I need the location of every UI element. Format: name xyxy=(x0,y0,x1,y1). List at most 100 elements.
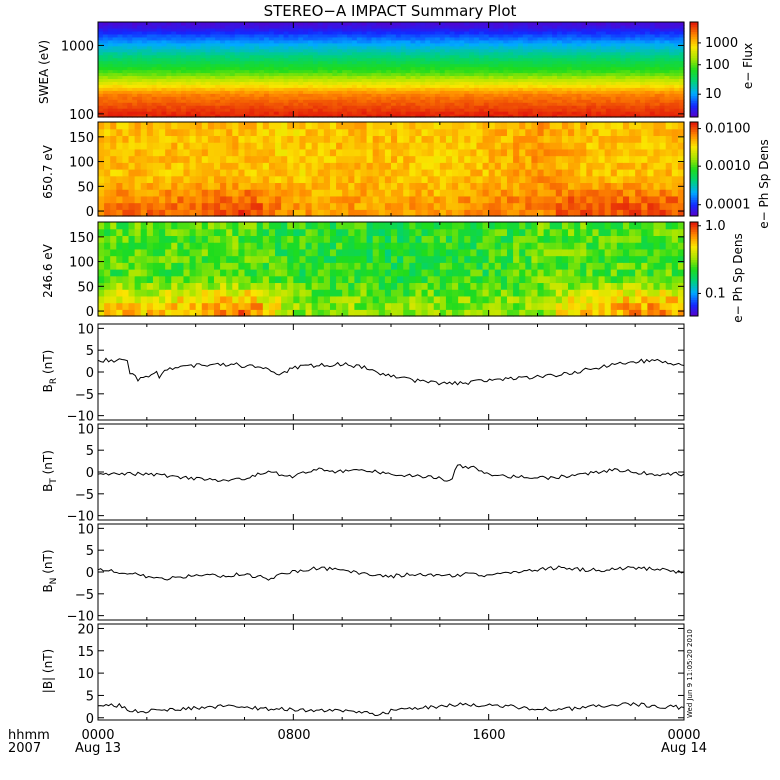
swea-cell xyxy=(386,60,392,65)
swea-cell xyxy=(132,75,138,80)
pad-cell xyxy=(336,202,343,210)
swea-cell xyxy=(635,72,641,77)
pad-cell xyxy=(580,142,587,150)
swea-cell xyxy=(478,90,485,94)
swea-cell xyxy=(620,66,626,71)
swea-cell xyxy=(141,69,148,74)
pad-cell xyxy=(98,209,105,217)
swea-cell xyxy=(273,99,280,103)
swea-cell xyxy=(381,54,387,59)
swea-cell xyxy=(552,81,558,85)
pad-cell xyxy=(561,175,569,184)
swea-cell xyxy=(224,84,231,88)
swea-cell xyxy=(332,84,338,88)
swea-cell xyxy=(557,42,563,47)
swea-cell xyxy=(571,72,578,77)
pad-cell xyxy=(323,155,331,163)
swea-cell xyxy=(430,81,436,85)
swea-cell xyxy=(127,27,133,32)
swea-cell xyxy=(322,87,329,91)
swea-cell xyxy=(205,45,211,50)
swea-cell xyxy=(669,63,675,68)
swea-cell xyxy=(517,72,524,77)
pad-cell xyxy=(159,135,166,143)
pad-cell xyxy=(317,162,325,170)
swea-cell xyxy=(259,66,265,71)
swea-cell xyxy=(615,105,622,109)
swea-cell xyxy=(190,42,197,47)
swea-cell xyxy=(224,27,231,32)
swea-cell xyxy=(137,66,143,71)
swea-cell xyxy=(415,102,421,106)
pad-cell xyxy=(568,175,575,184)
swea-cell xyxy=(137,108,143,112)
swea-cell xyxy=(498,108,504,112)
pad-cell xyxy=(598,169,606,177)
swea-cell xyxy=(600,27,607,32)
swea-cell xyxy=(600,81,607,85)
swea-cell xyxy=(361,90,368,94)
swea-cell xyxy=(649,81,656,85)
swea-cell xyxy=(112,69,119,74)
swea-cell xyxy=(591,93,597,97)
swea-cell xyxy=(244,42,250,47)
swea-cell xyxy=(210,75,216,80)
swea-cell xyxy=(307,51,314,56)
pad-cell xyxy=(165,169,172,177)
swea-cell xyxy=(600,108,607,112)
swea-cell xyxy=(459,102,465,106)
pad-cell xyxy=(305,142,313,150)
pad-cell xyxy=(128,162,136,170)
swea-cell xyxy=(371,84,377,88)
swea-cell xyxy=(102,111,109,115)
swea-cell xyxy=(679,87,685,91)
swea-cell xyxy=(674,27,680,32)
swea-cell xyxy=(654,108,661,112)
swea-cell xyxy=(254,42,260,47)
swea-cell xyxy=(561,54,568,59)
swea-cell xyxy=(205,90,211,94)
swea-cell xyxy=(293,48,299,53)
swea-cell xyxy=(576,48,583,53)
swea-cell xyxy=(610,105,617,109)
swea-cell xyxy=(483,99,490,103)
pad-cell xyxy=(183,202,191,210)
swea-cell xyxy=(503,78,509,82)
swea-cell xyxy=(98,22,104,26)
swea-cell xyxy=(557,22,563,26)
swea-cell xyxy=(532,33,539,38)
swea-cell xyxy=(151,72,158,77)
pad-cell xyxy=(207,175,215,184)
swea-cell xyxy=(141,87,148,91)
swea-cell xyxy=(122,42,128,47)
swea-cell xyxy=(317,42,324,47)
swea-cell xyxy=(259,114,265,118)
swea-cell xyxy=(449,111,456,115)
swea-cell xyxy=(210,63,216,68)
swea-cell xyxy=(366,75,373,80)
pad-cell xyxy=(207,148,215,157)
swea-cell xyxy=(434,60,441,65)
swea-cell xyxy=(190,93,197,97)
swea-cell xyxy=(513,69,519,74)
swea-cell xyxy=(215,90,221,94)
swea-cell xyxy=(522,78,529,82)
swea-cell xyxy=(112,48,119,53)
swea-cell xyxy=(268,105,275,109)
swea-cell xyxy=(581,111,587,115)
swea-cell xyxy=(283,99,290,103)
swea-cell xyxy=(244,84,250,88)
swea-cell xyxy=(640,108,646,112)
swea-cell xyxy=(332,66,338,71)
pad-cell xyxy=(226,175,233,184)
swea-cell xyxy=(259,39,265,44)
swea-cell xyxy=(566,84,573,88)
pad-cell xyxy=(629,155,636,163)
pad-cell xyxy=(128,182,136,190)
swea-cell xyxy=(283,102,290,106)
pad-cell xyxy=(238,148,246,157)
pad-cell xyxy=(323,169,331,177)
swea-cell xyxy=(478,72,485,77)
pad-cell xyxy=(555,155,563,163)
swea-cell xyxy=(347,36,353,41)
